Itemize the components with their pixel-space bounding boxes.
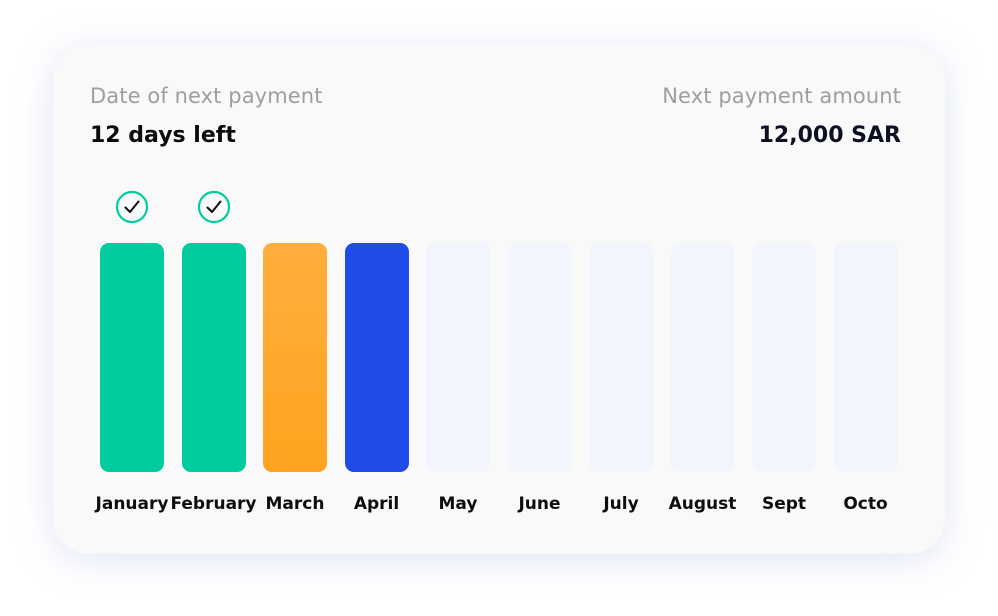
month-label-june: June: [518, 494, 561, 514]
month-label-august: August: [668, 494, 737, 514]
month-column-august[interactable]: August: [662, 44, 744, 554]
month-bar-june[interactable]: [507, 243, 572, 472]
month-bar-april[interactable]: [344, 243, 409, 472]
month-label-july: July: [603, 494, 639, 514]
check-circle-icon: [197, 190, 230, 224]
month-label-octo: Octo: [843, 494, 888, 514]
month-bar-july[interactable]: [589, 243, 653, 472]
month-column-march[interactable]: March: [254, 44, 336, 554]
month-label-march: March: [265, 494, 325, 514]
month-label-february: February: [170, 494, 257, 514]
month-column-octo[interactable]: Octo: [825, 44, 907, 554]
month-column-may[interactable]: May: [417, 44, 499, 554]
month-column-january[interactable]: January: [91, 44, 173, 554]
month-column-july[interactable]: July: [580, 44, 662, 554]
next-payment-amount-label: Next payment amount: [662, 84, 901, 108]
month-label-may: May: [438, 494, 478, 514]
month-label-sept: Sept: [761, 494, 807, 514]
month-bar-may[interactable]: [426, 243, 490, 472]
payment-months: January February March April May June July Augu…: [53, 44, 945, 554]
month-column-sept[interactable]: Sept: [743, 44, 825, 554]
check-circle-icon: [115, 190, 149, 224]
month-label-april: April: [353, 494, 400, 514]
month-bar-sept[interactable]: [752, 243, 816, 472]
month-column-june[interactable]: June: [499, 44, 581, 554]
month-column-february[interactable]: February: [170, 44, 257, 554]
payment-schedule-card: Date of next payment 12 days left Next p…: [53, 44, 945, 554]
month-bar-february[interactable]: [181, 243, 246, 472]
month-bar-august[interactable]: [670, 243, 735, 472]
month-bar-march[interactable]: [263, 243, 327, 472]
month-bar-octo[interactable]: [833, 243, 898, 472]
next-payment-amount-value: 12,000 SAR: [758, 123, 901, 148]
next-payment-date-label: Date of next payment: [90, 84, 323, 108]
month-label-january: January: [95, 494, 169, 514]
next-payment-date-value: 12 days left: [90, 123, 236, 148]
month-bar-january[interactable]: [100, 243, 164, 472]
month-column-april[interactable]: April: [336, 44, 418, 554]
